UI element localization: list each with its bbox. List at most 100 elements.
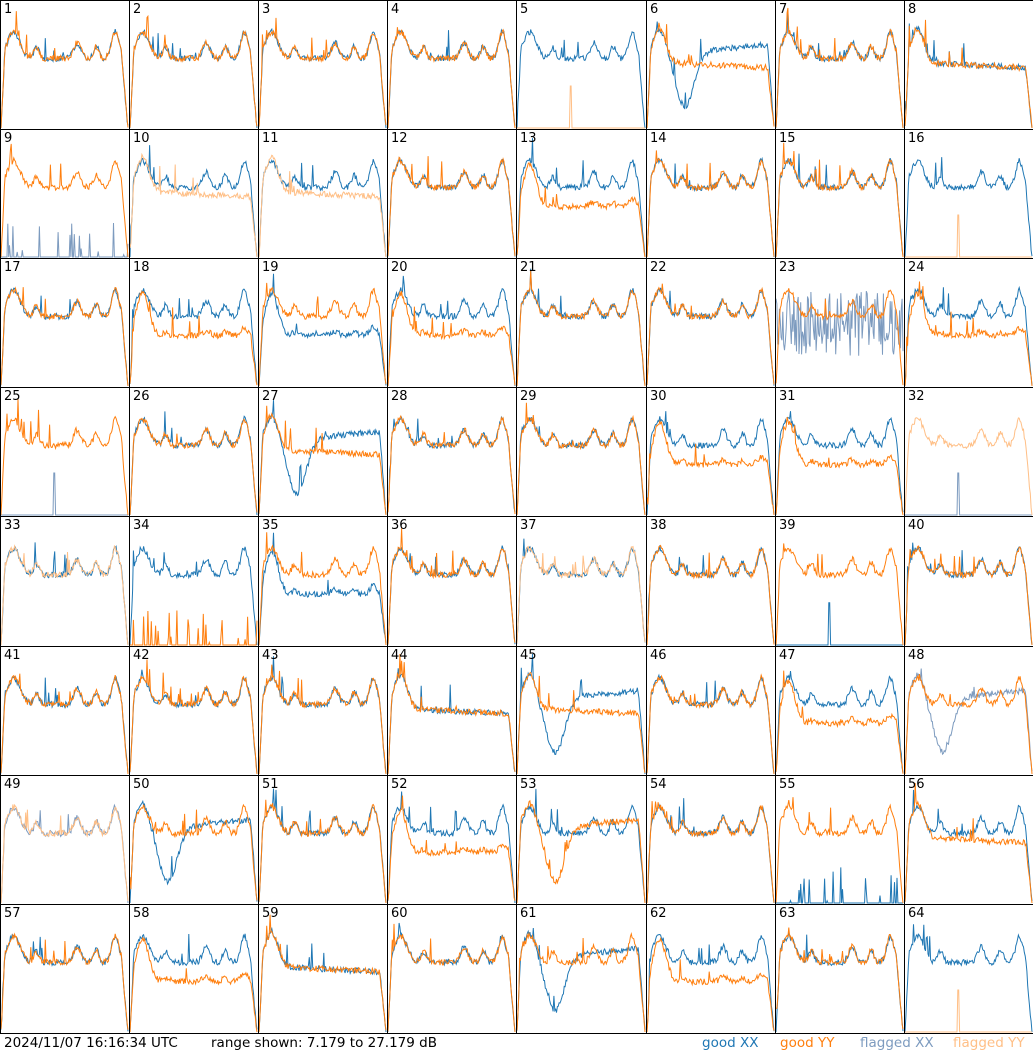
series-xx-58	[130, 933, 258, 1033]
series-yy-10	[130, 152, 258, 258]
panel-label: 45	[520, 648, 537, 663]
panel-plot	[388, 275, 516, 387]
panel-plot	[905, 281, 1033, 387]
panel-37: 37	[516, 516, 647, 647]
panel-label: 32	[908, 389, 925, 404]
panel-plot	[388, 156, 516, 257]
panel-plot	[776, 927, 904, 1033]
series-yy-5	[517, 85, 645, 129]
panel-plot	[647, 933, 775, 1033]
panel-plot	[905, 157, 1033, 258]
panel-36: 36	[387, 516, 517, 647]
series-xx-37	[517, 538, 646, 644]
panel-plot	[776, 543, 904, 646]
panel-53: 53	[516, 775, 647, 905]
panel-plot	[517, 138, 646, 258]
series-xx-9	[1, 222, 129, 258]
series-xx-43	[259, 656, 387, 775]
panel-plot	[517, 268, 646, 387]
panel-label: 2	[133, 2, 142, 17]
panel-label: 39	[779, 518, 796, 533]
panel-plot	[647, 21, 775, 129]
series-xx-61	[517, 927, 646, 1031]
series-yy-37	[517, 545, 646, 644]
panel-18: 18	[129, 258, 259, 388]
panel-35: 35	[258, 516, 388, 647]
series-yy-40	[905, 545, 1033, 646]
series-yy-15	[776, 142, 904, 258]
panel-plot	[259, 154, 387, 258]
panel-plot	[130, 659, 258, 775]
legend-good-xx: good XX	[702, 1035, 759, 1051]
series-xx-45	[517, 653, 646, 775]
panel-label: 25	[4, 389, 21, 404]
panel-label: 60	[391, 906, 408, 921]
series-yy-38	[647, 544, 775, 646]
panel-24: 24	[904, 258, 1033, 388]
series-yy-63	[776, 927, 904, 1030]
series-yy-50	[130, 803, 258, 901]
panel-42: 42	[129, 646, 259, 776]
panel-label: 5	[520, 2, 529, 17]
series-xx-44	[388, 668, 516, 775]
panel-label: 12	[391, 131, 408, 146]
series-xx-31	[776, 411, 904, 515]
panel-label: 21	[520, 260, 537, 275]
panel-label: 9	[4, 131, 13, 146]
panel-1: 1	[0, 0, 130, 130]
series-yy-41	[1, 673, 129, 775]
panel-plot	[388, 653, 516, 775]
panel-plot	[905, 924, 1033, 1033]
panel-label: 17	[4, 260, 21, 275]
series-yy-20	[388, 290, 516, 387]
series-yy-19	[259, 282, 387, 387]
panel-30: 30	[646, 387, 776, 517]
series-yy-13	[517, 161, 646, 258]
panel-label: 27	[262, 389, 279, 404]
panel-7: 7	[775, 0, 905, 130]
series-yy-39	[776, 543, 904, 646]
series-xx-17	[1, 287, 129, 387]
series-xx-64	[905, 924, 1033, 1033]
panel-52: 52	[387, 775, 517, 905]
panel-plot	[259, 400, 387, 515]
panel-label: 24	[908, 260, 925, 275]
panel-plot	[130, 933, 258, 1033]
panel-39: 39	[775, 516, 905, 647]
legend-good-yy: good YY	[780, 1035, 835, 1051]
panel-plot	[130, 14, 258, 129]
series-xx-13	[517, 138, 646, 258]
series-yy-44	[388, 653, 516, 775]
panel-label: 6	[650, 2, 659, 17]
panel-plot	[905, 542, 1033, 646]
panel-plot	[647, 411, 775, 516]
series-yy-33	[1, 544, 129, 646]
series-xx-56	[905, 789, 1033, 902]
panel-34: 34	[129, 516, 259, 647]
panel-plot	[130, 799, 258, 904]
panel-label: 22	[650, 260, 667, 275]
panel-plot	[647, 544, 775, 646]
panel-plot	[1, 399, 129, 516]
legend-flagged-xx: flagged XX	[860, 1035, 934, 1051]
panel-plot	[776, 670, 904, 774]
series-yy-58	[130, 937, 258, 1033]
series-xx-30	[647, 411, 775, 516]
panel-33: 33	[0, 516, 130, 647]
panel-label: 23	[779, 260, 796, 275]
panel-label: 28	[391, 389, 408, 404]
series-xx-53	[517, 788, 646, 904]
panel-plot	[647, 283, 775, 386]
series-xx-33	[1, 542, 129, 646]
panel-plot	[259, 788, 387, 904]
series-xx-35	[259, 532, 387, 646]
panel-19: 19	[258, 258, 388, 388]
series-xx-32	[905, 472, 1032, 516]
panel-56: 56	[904, 775, 1033, 905]
series-xx-7	[776, 11, 904, 129]
series-xx-63	[776, 931, 904, 1033]
panel-6: 6	[646, 0, 776, 130]
panel-61: 61	[516, 904, 647, 1034]
panel-17: 17	[0, 258, 130, 388]
